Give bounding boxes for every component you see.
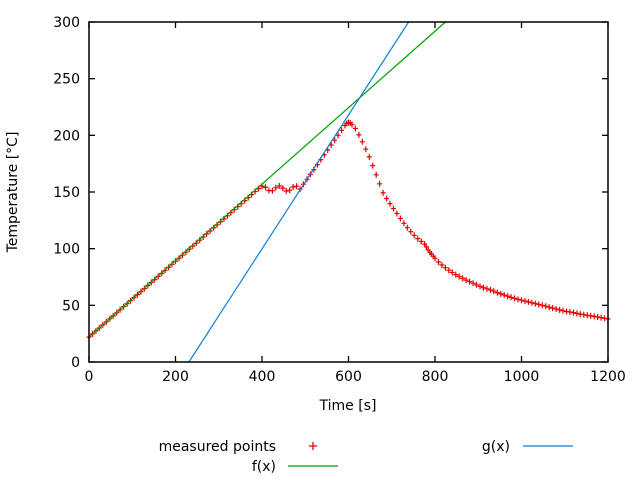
series-layer: [86, 21, 611, 363]
y-tick-label: 300: [53, 15, 80, 31]
x-tick-label: 400: [249, 369, 276, 385]
x-tick-label: 200: [162, 369, 189, 385]
y-axis-title: Temperature [°C]: [5, 132, 21, 254]
legend-label-measured-points: measured points: [159, 439, 276, 455]
x-tick-label: 1200: [590, 369, 626, 385]
series-measured-points: [86, 119, 611, 341]
y-tick-label: 50: [62, 298, 80, 314]
x-axis-title: Time [s]: [319, 398, 377, 414]
y-tick-label: 250: [53, 72, 80, 88]
legend: measured points f(x) g(x): [159, 439, 573, 475]
x-tick-label: 1000: [504, 369, 540, 385]
x-tick-label: 800: [422, 369, 449, 385]
tick-labels: 0 200 400 600 800 1000 1200 0 50 100 150 200 250 300: [53, 15, 626, 385]
x-tick-label: 0: [85, 369, 94, 385]
y-tick-label: 0: [71, 355, 80, 371]
x-tick-label: 600: [335, 369, 362, 385]
y-tick-label: 100: [53, 242, 80, 258]
series-f(x): [88, 21, 446, 338]
legend-label-gx: g(x): [482, 439, 510, 455]
y-tick-label: 150: [53, 185, 80, 201]
axis-ticks: [88, 21, 609, 363]
legend-label-fx: f(x): [252, 459, 276, 475]
plot-border: [88, 21, 609, 363]
y-tick-label: 200: [53, 128, 80, 144]
legend-sample-plus: [309, 442, 317, 450]
series-g(x): [188, 21, 410, 363]
